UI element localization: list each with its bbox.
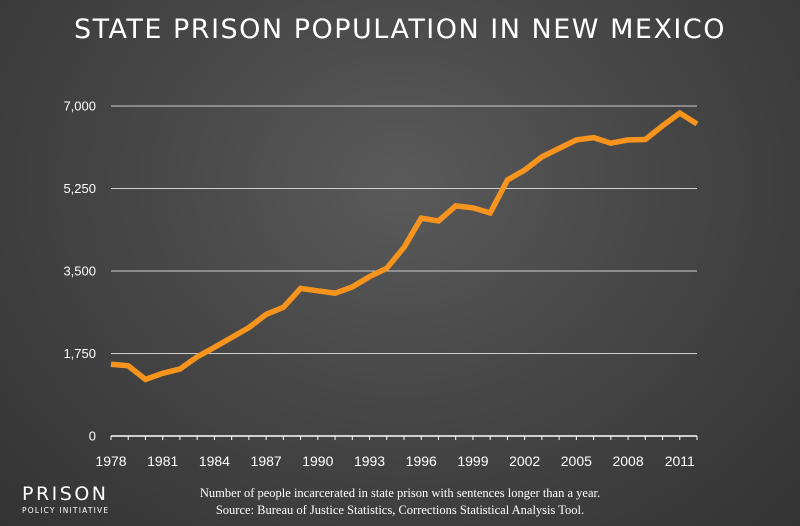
x-tick-label: 1993 bbox=[354, 453, 385, 469]
y-tick-label: 7,000 bbox=[63, 99, 96, 114]
series-line bbox=[110, 109, 699, 383]
x-tick-label: 1999 bbox=[457, 453, 488, 469]
x-tick-label: 1984 bbox=[199, 453, 230, 469]
x-tick-label: 1990 bbox=[302, 453, 333, 469]
chart-title: STATE PRISON POPULATION IN NEW MEXICO bbox=[73, 14, 727, 45]
logo-subtitle: POLICY INITIATIVE bbox=[22, 506, 110, 515]
x-axis: 1978 1981 1984 1987 1990 1993 1996 1999 2002 2005… bbox=[95, 435, 698, 469]
y-tick-label: 3,500 bbox=[63, 264, 96, 279]
x-tick-label: 2005 bbox=[561, 453, 592, 469]
chart-footnote: Number of people incarcerated in state p… bbox=[199, 486, 601, 500]
y-tick-label: 1,750 bbox=[63, 346, 96, 361]
y-axis-ticks: 0 1,750 3,500 5,250 7,000 bbox=[63, 99, 96, 444]
x-tick-label: 1996 bbox=[406, 453, 437, 469]
chart-source: Source: Bureau of Justice Statistics, Co… bbox=[215, 503, 585, 517]
x-tick-label: 1981 bbox=[147, 453, 178, 469]
x-tick-label: 1978 bbox=[95, 453, 126, 469]
logo-name: PRISON bbox=[22, 483, 109, 505]
x-tick-label: 2002 bbox=[509, 453, 540, 469]
x-tick-label: 1987 bbox=[251, 453, 282, 469]
y-tick-label: 0 bbox=[89, 429, 96, 444]
x-tick-label: 2011 bbox=[665, 453, 695, 469]
y-tick-label: 5,250 bbox=[63, 181, 96, 196]
prison-policy-initiative-logo: PRISON POLICY INITIATIVE bbox=[22, 484, 109, 515]
series-group bbox=[110, 109, 699, 383]
x-tick-label: 2008 bbox=[612, 453, 643, 469]
